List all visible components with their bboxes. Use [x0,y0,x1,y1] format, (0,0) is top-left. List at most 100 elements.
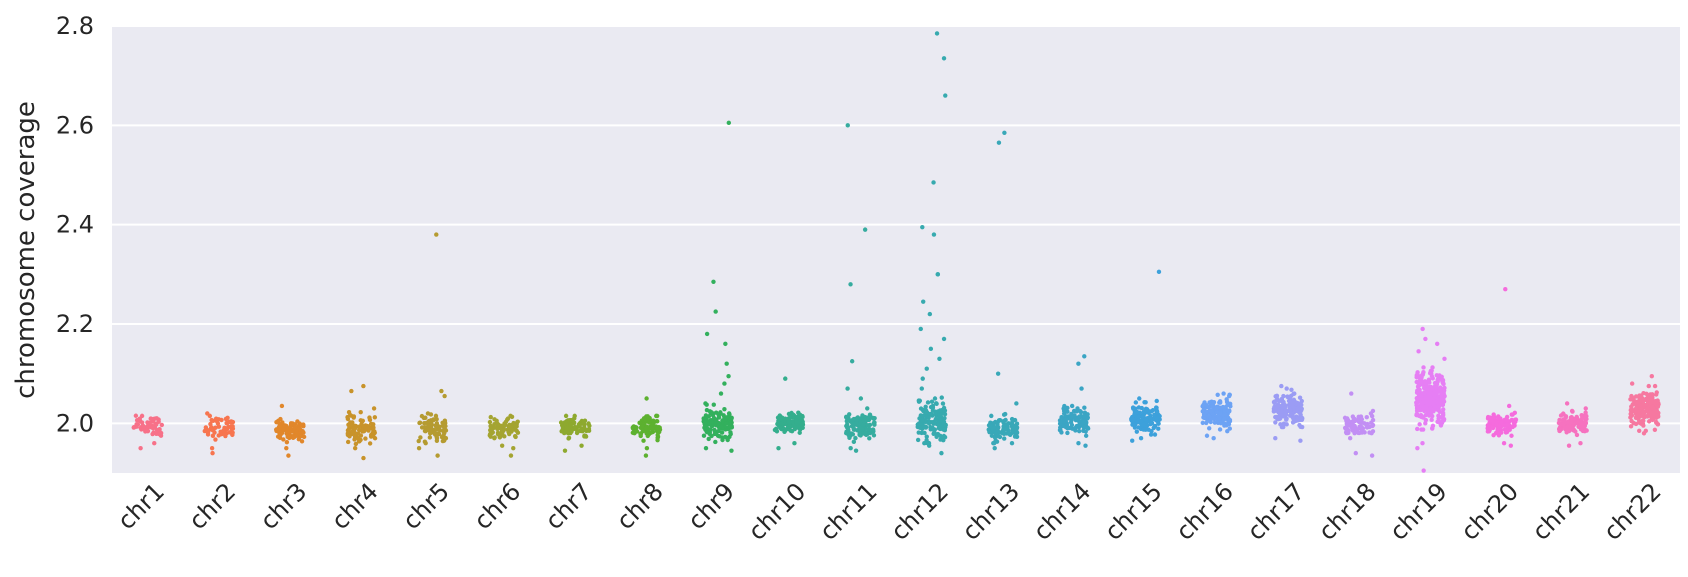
data-point-chr11 [850,417,856,422]
data-point-chr22 [1637,403,1643,408]
data-point-chr16 [1200,409,1205,414]
data-point-chr3 [301,430,306,435]
data-point-chr6 [487,433,492,438]
data-point-chr2 [228,420,234,425]
data-point-chr19 [1437,389,1442,394]
data-point-chr13 [992,445,997,451]
data-point-chr5 [442,430,447,436]
data-point-chr5 [441,438,447,443]
data-point-chr19 [1435,396,1440,401]
data-point-chr18 [1345,430,1350,436]
data-point-chr10 [783,376,788,381]
y-tick-labels: 2.0 2.2 2.4 2.6 2.8 [56,12,94,437]
x-tick-label: chr7 [540,477,598,535]
data-point-chr2 [205,432,211,437]
data-point-chr14 [1085,416,1090,421]
data-point-chr6 [512,433,518,439]
data-point-chr4 [367,441,373,446]
data-point-chr14 [1059,415,1064,420]
data-point-chr10 [792,413,797,419]
data-point-chr11 [860,413,865,418]
data-point-chr12 [928,404,934,410]
data-point-chr13 [1009,430,1015,436]
data-point-chr19 [1438,385,1443,390]
data-point-chr21 [1557,426,1562,432]
data-point-chr6 [496,422,501,427]
data-point-chr2 [210,450,215,456]
x-tick-label: chr17 [1242,477,1310,545]
data-point-chr1 [154,416,159,421]
data-point-chr17 [1284,417,1289,422]
data-point-chr19 [1420,326,1425,332]
data-point-chr12 [922,430,927,436]
data-point-chr12 [929,425,934,430]
data-point-chr9 [704,429,710,435]
data-point-chr18 [1369,453,1375,458]
data-point-chr1 [159,422,165,428]
data-point-chr9 [726,411,732,416]
data-point-chr17 [1273,420,1278,425]
data-point-chr3 [299,439,305,444]
data-point-chr9 [720,437,725,443]
data-point-chr10 [797,427,803,432]
data-point-chr4 [346,409,352,415]
data-point-chr13 [1002,436,1007,441]
data-point-chr3 [288,421,294,426]
data-point-chr18 [1345,417,1351,423]
data-point-chr9 [716,428,721,434]
data-point-chr9 [702,425,707,430]
data-point-chr6 [488,427,493,433]
data-point-chr3 [284,439,290,445]
data-point-chr14 [1076,361,1081,366]
data-point-chr5 [439,388,444,394]
data-point-chr12 [930,420,935,425]
data-point-chr3 [299,423,304,428]
data-point-chr3 [278,432,283,437]
data-point-chr10 [778,417,783,422]
data-point-chr5 [432,429,437,435]
data-point-chr12 [942,408,948,413]
data-point-chr8 [645,433,650,439]
data-point-chr15 [1148,432,1154,437]
data-point-chr4 [350,431,355,436]
data-point-chr10 [794,417,799,422]
data-point-chr12 [933,411,938,416]
data-point-chr19 [1421,468,1426,473]
data-point-chr20 [1508,443,1514,448]
data-point-chr2 [204,428,210,434]
data-point-chr19 [1426,378,1432,384]
data-point-chr20 [1499,420,1504,426]
data-point-chr18 [1351,423,1357,428]
data-point-chr5 [437,424,442,429]
data-point-chr19 [1441,407,1446,412]
data-point-chr17 [1298,416,1303,421]
data-point-chr17 [1281,422,1286,427]
data-point-chr21 [1573,429,1578,434]
data-point-chr22 [1655,422,1660,427]
data-point-chr11 [870,429,876,434]
data-point-chr12 [939,450,944,456]
data-point-chr13 [989,413,994,419]
data-point-chr8 [641,438,646,443]
data-point-chr22 [1655,404,1661,409]
data-point-chr12 [933,401,939,406]
data-point-chr12 [921,299,926,304]
data-point-chr4 [363,436,368,441]
data-point-chr1 [131,425,136,430]
x-tick-label: chr21 [1527,477,1595,545]
x-tick-label: chr6 [469,477,527,535]
data-point-chr22 [1633,415,1639,421]
data-point-chr17 [1289,387,1294,393]
data-point-chr17 [1291,405,1297,410]
data-point-chr12 [926,421,932,426]
data-point-chr12 [934,31,940,36]
data-point-chr8 [644,430,649,435]
data-point-chr19 [1430,401,1436,406]
data-point-chr1 [144,425,150,430]
data-point-chr12 [932,430,937,435]
data-point-chr19 [1432,380,1438,386]
data-point-chr1 [147,420,152,426]
data-point-chr21 [1562,419,1567,425]
data-point-chr6 [497,431,502,437]
